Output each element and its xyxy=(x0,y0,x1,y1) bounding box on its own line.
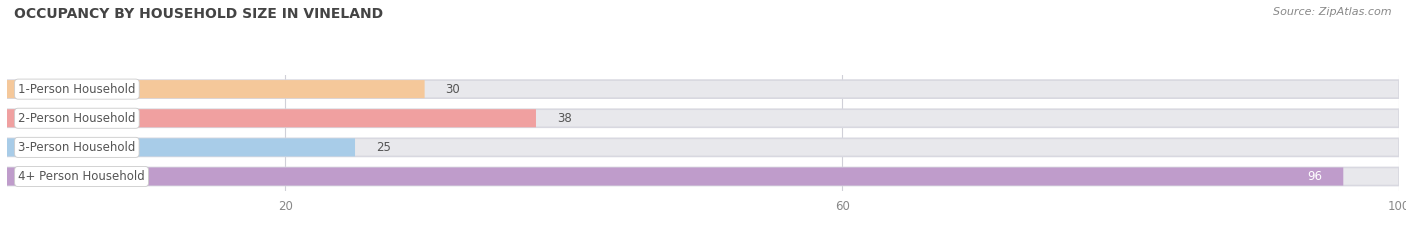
Text: 96: 96 xyxy=(1308,170,1323,183)
Text: OCCUPANCY BY HOUSEHOLD SIZE IN VINELAND: OCCUPANCY BY HOUSEHOLD SIZE IN VINELAND xyxy=(14,7,384,21)
FancyBboxPatch shape xyxy=(7,80,1399,98)
FancyBboxPatch shape xyxy=(7,168,1343,185)
FancyBboxPatch shape xyxy=(7,109,536,127)
FancyBboxPatch shape xyxy=(7,138,1399,156)
Text: 38: 38 xyxy=(557,112,572,125)
Text: 1-Person Household: 1-Person Household xyxy=(18,83,135,96)
FancyBboxPatch shape xyxy=(7,109,1399,127)
Text: 4+ Person Household: 4+ Person Household xyxy=(18,170,145,183)
Text: 2-Person Household: 2-Person Household xyxy=(18,112,135,125)
FancyBboxPatch shape xyxy=(7,168,1399,185)
FancyBboxPatch shape xyxy=(7,138,354,156)
FancyBboxPatch shape xyxy=(7,80,425,98)
Text: 3-Person Household: 3-Person Household xyxy=(18,141,135,154)
Text: 30: 30 xyxy=(446,83,460,96)
Text: 25: 25 xyxy=(375,141,391,154)
Text: Source: ZipAtlas.com: Source: ZipAtlas.com xyxy=(1274,7,1392,17)
